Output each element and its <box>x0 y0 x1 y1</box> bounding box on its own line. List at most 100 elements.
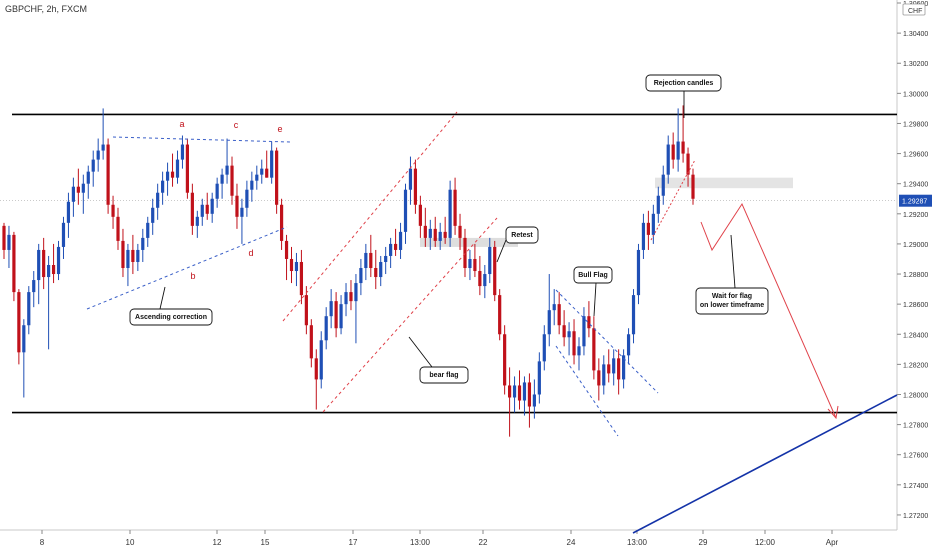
candle-body <box>354 283 358 302</box>
candle-body <box>180 144 185 160</box>
annotation-box <box>505 226 539 244</box>
candle-body <box>260 168 264 175</box>
candle-body <box>438 231 442 241</box>
annotation-pointer <box>408 336 433 368</box>
annotation-text: Retest <box>511 232 533 239</box>
candle-body <box>423 225 427 238</box>
candle-body <box>250 180 254 190</box>
candle-body <box>443 231 447 238</box>
candle-body <box>71 186 75 202</box>
candle-body <box>597 370 601 386</box>
candle-body <box>309 325 313 359</box>
candle-body <box>205 204 209 214</box>
currency-badge: CHF <box>902 3 926 16</box>
current-price-label: 1.29287 <box>902 199 927 206</box>
candle-body <box>681 141 685 154</box>
symbol-label: GBPCHF, 2h, FXCM <box>5 4 88 14</box>
candle-body <box>131 249 135 262</box>
candle-body <box>398 231 403 250</box>
time-tick-label: 22 <box>479 538 488 547</box>
candle-body <box>61 222 66 247</box>
annotation-pointer <box>496 239 507 263</box>
annotation-callout: Bull Flag <box>573 266 613 317</box>
candle-body <box>503 334 507 386</box>
price-tick-label: 1.28200 <box>903 362 928 369</box>
candle-body <box>255 174 259 181</box>
candle-body <box>165 171 170 181</box>
candle-body <box>607 364 611 374</box>
candle-body <box>458 225 462 238</box>
candle-body <box>403 189 408 232</box>
candle-body <box>47 265 51 278</box>
candle-body <box>185 144 190 193</box>
candle-body <box>275 150 279 205</box>
annotation-box <box>695 287 769 315</box>
correction-upper-line <box>112 136 291 143</box>
price-tick-label: 1.27200 <box>903 513 928 520</box>
candle-body <box>617 358 621 380</box>
currency-label: CHF <box>908 8 922 15</box>
price-tick-label: 1.29000 <box>903 242 928 249</box>
bear-flag-lower-line <box>322 217 498 413</box>
candle-body <box>369 252 373 269</box>
candle-body <box>389 243 393 256</box>
annotation-callout: Wait for flag on lower timeframe <box>695 234 769 315</box>
annotation-text: Wait for flag <box>712 293 752 300</box>
candle-body <box>245 189 249 208</box>
price-tick-label: 1.30200 <box>903 61 928 68</box>
candle-body <box>106 144 110 205</box>
annotation-text: Rejection candles <box>654 80 714 87</box>
candle-body <box>210 198 214 214</box>
candle-body <box>493 246 497 296</box>
time-tick-label: Apr <box>826 538 839 547</box>
annotation-text: bear flag <box>429 372 458 379</box>
candle-body <box>146 222 150 238</box>
time-tick-label: 12:00 <box>755 538 776 547</box>
candle-body <box>175 159 180 178</box>
candle-body <box>17 292 21 353</box>
bull-flag-upper-line <box>555 289 659 394</box>
annotation-text: Ascending correction <box>135 314 207 321</box>
candle-body <box>646 222 650 235</box>
annotation-callout: Retest <box>496 226 539 263</box>
candle-body <box>136 249 140 262</box>
candle-body <box>270 150 274 178</box>
price-tick-label: 1.28000 <box>903 392 928 399</box>
candle-body <box>126 249 130 269</box>
wave-label-a: a <box>179 119 184 129</box>
candle-body <box>433 228 437 241</box>
price-tick-label: 1.29600 <box>903 152 928 159</box>
candle-body <box>141 237 145 250</box>
candle-body <box>314 358 318 380</box>
candle-body <box>161 180 165 193</box>
price-tick-label: 1.27400 <box>903 483 928 490</box>
candle-body <box>418 204 422 226</box>
candle-body <box>121 240 125 269</box>
candle-body <box>101 144 105 151</box>
candle-body <box>339 304 343 329</box>
time-tick-label: 12 <box>213 538 222 547</box>
candle-body <box>334 301 338 329</box>
correction-lower-line <box>86 226 288 310</box>
candle-body <box>349 292 353 302</box>
candle-body <box>428 228 432 238</box>
candle-body <box>364 252 368 269</box>
candle-body <box>190 192 194 226</box>
bear-flag-upper-line <box>282 111 458 322</box>
annotation-box <box>419 366 469 384</box>
time-tick-label: 29 <box>699 538 708 547</box>
candle-body <box>319 340 323 380</box>
candle-body <box>483 274 487 287</box>
candle-body <box>562 325 566 338</box>
price-tick-label: 1.29200 <box>903 212 928 219</box>
candle-body <box>532 394 536 407</box>
annotation-pointer <box>159 286 166 310</box>
candle-body <box>42 249 46 278</box>
price-tick-label: 1.28600 <box>903 302 928 309</box>
time-tick-label: 8 <box>40 538 45 547</box>
price-tick-label: 1.27800 <box>903 423 928 430</box>
price-tick-label: 1.27600 <box>903 453 928 460</box>
candle-body <box>240 207 244 217</box>
candle-body <box>557 304 561 326</box>
